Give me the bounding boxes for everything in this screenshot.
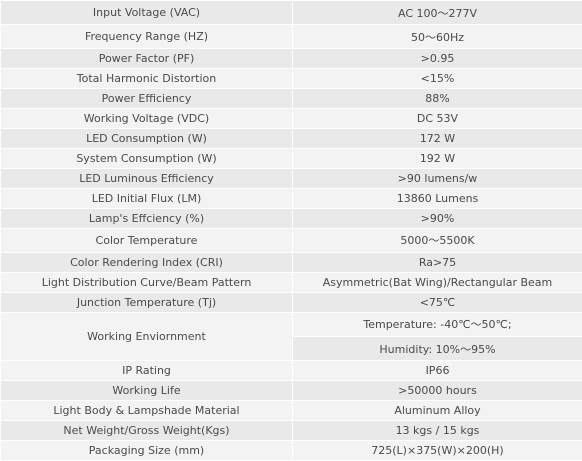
spec-value: Aluminum Alloy: [292, 400, 582, 422]
spec-label: Frequency Range (HZ): [0, 24, 293, 50]
spec-value: 192 W: [292, 148, 582, 170]
spec-label: Total Harmonic Distortion: [0, 68, 293, 90]
spec-value: <75℃: [292, 291, 582, 313]
spec-row: Working Voltage (VDC) DC 53V: [0, 108, 582, 130]
spec-row: LED Luminous Efficiency >90 lumens/w: [0, 168, 582, 189]
spec-row: System Consumption (W) 192 W: [0, 148, 582, 170]
spec-value: 725(L)×375(W)×200(H): [292, 440, 582, 461]
spec-value: 5000～5500K: [292, 227, 582, 254]
spec-row: Net Weight/Gross Weight(Kgs) 13 kgs / 15 …: [0, 420, 582, 442]
spec-row: LED Consumption (W) 172 W: [0, 128, 582, 150]
spec-label: Junction Temperature (Tj): [0, 291, 293, 313]
spec-value: IP66: [292, 360, 582, 382]
spec-label: LED Consumption (W): [0, 128, 293, 150]
spec-value: >90 lumens/w: [292, 168, 582, 189]
spec-row: Light Body & Lampshade Material Aluminum …: [0, 400, 582, 422]
spec-row: Junction Temperature (Tj) <75℃: [0, 291, 582, 313]
spec-label: Color Temperature: [0, 227, 293, 254]
spec-value: Ra>75: [292, 252, 582, 273]
spec-value: Humidity: 10%～95%: [292, 336, 582, 362]
spec-label: Light Body & Lampshade Material: [0, 400, 293, 422]
spec-label: Working Enviornment: [0, 311, 293, 362]
spec-value: >0.95: [292, 48, 582, 70]
spec-value: DC 53V: [292, 108, 582, 130]
spec-label: Light Distribution Curve/Beam Pattern: [0, 271, 293, 293]
spec-value: 172 W: [292, 128, 582, 150]
spec-value: Temperature: -40℃～50℃;: [292, 311, 582, 338]
spec-label: Power Factor (PF): [0, 48, 293, 70]
spec-row: IP Rating IP66: [0, 360, 582, 382]
spec-label: Lamp's Effciency (%): [0, 207, 293, 229]
spec-value: >90%: [292, 207, 582, 229]
spec-label: Color Rendering Index (CRI): [0, 252, 293, 273]
spec-label: Packaging Size (mm): [0, 440, 293, 461]
spec-label: Working Life: [0, 380, 293, 402]
spec-value: 13860 Lumens: [292, 187, 582, 209]
spec-row: Lamp's Effciency (%) >90%: [0, 207, 582, 229]
spec-row: Working Life >50000 hours: [0, 380, 582, 402]
spec-label: System Consumption (W): [0, 148, 293, 170]
spec-row: Light Distribution Curve/Beam Pattern Asy…: [0, 271, 582, 293]
spec-value: 50～60Hz: [292, 24, 582, 50]
spec-row: LED Initial Flux (LM) 13860 Lumens: [0, 187, 582, 209]
spec-label: LED Initial Flux (LM): [0, 187, 293, 209]
spec-label: Power Efficiency: [0, 88, 293, 110]
spec-row: Color Rendering Index (CRI) Ra>75: [0, 252, 582, 273]
spec-value: 13 kgs / 15 kgs: [292, 420, 582, 442]
spec-row: Working Enviornment Temperature: -40℃～50℃…: [0, 311, 582, 362]
spec-value: >50000 hours: [292, 380, 582, 402]
spec-row: Input Voltage (VAC) AC 100～277V: [0, 0, 582, 26]
spec-row: Power Factor (PF) >0.95: [0, 48, 582, 70]
spec-row: Frequency Range (HZ) 50～60Hz: [0, 24, 582, 50]
spec-label: Working Voltage (VDC): [0, 108, 293, 130]
spec-value: <15%: [292, 68, 582, 90]
spec-label: Input Voltage (VAC): [0, 0, 293, 26]
spec-row: Color Temperature 5000～5500K: [0, 227, 582, 254]
spec-value: Asymmetric(Bat Wing)/Rectangular Beam: [292, 271, 582, 293]
spec-row: Humidity: 10%～95%: [1, 336, 582, 362]
spec-row: Packaging Size (mm) 725(L)×375(W)×200(H): [0, 440, 582, 461]
spec-value: AC 100～277V: [292, 0, 582, 26]
spec-row: Power Efficiency 88%: [0, 88, 582, 110]
spec-value: 88%: [292, 88, 582, 110]
spec-row: Total Harmonic Distortion <15%: [0, 68, 582, 90]
spec-label: Net Weight/Gross Weight(Kgs): [0, 420, 293, 442]
spec-label: LED Luminous Efficiency: [0, 168, 293, 189]
spec-label: IP Rating: [0, 360, 293, 382]
